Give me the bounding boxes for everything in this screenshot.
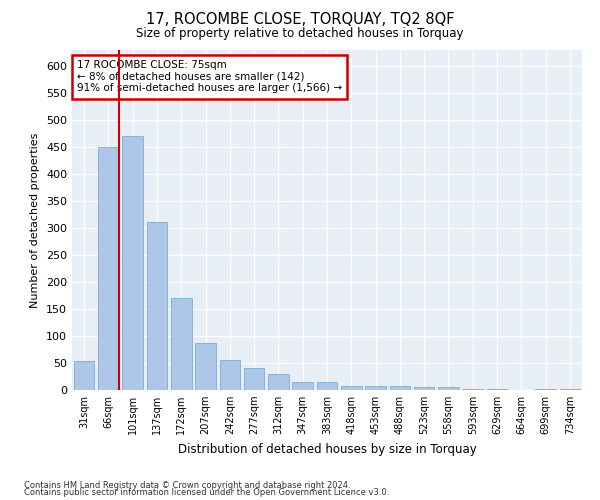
Bar <box>463 389 483 390</box>
Bar <box>292 382 313 390</box>
Bar <box>389 386 410 390</box>
Text: Contains public sector information licensed under the Open Government Licence v3: Contains public sector information licen… <box>24 488 389 497</box>
Text: Contains HM Land Registry data © Crown copyright and database right 2024.: Contains HM Land Registry data © Crown c… <box>24 480 350 490</box>
Bar <box>341 386 362 390</box>
Bar <box>195 343 216 390</box>
Text: Size of property relative to detached houses in Torquay: Size of property relative to detached ho… <box>136 28 464 40</box>
Bar <box>268 374 289 390</box>
Bar <box>220 360 240 390</box>
Text: 17 ROCOMBE CLOSE: 75sqm
← 8% of detached houses are smaller (142)
91% of semi-de: 17 ROCOMBE CLOSE: 75sqm ← 8% of detached… <box>77 60 342 94</box>
Bar <box>98 147 119 390</box>
Bar <box>244 368 265 390</box>
Bar <box>365 386 386 390</box>
Text: 17, ROCOMBE CLOSE, TORQUAY, TQ2 8QF: 17, ROCOMBE CLOSE, TORQUAY, TQ2 8QF <box>146 12 454 28</box>
Y-axis label: Number of detached properties: Number of detached properties <box>31 132 40 308</box>
Bar <box>560 389 580 390</box>
Bar <box>438 388 459 390</box>
Bar <box>146 222 167 390</box>
Bar <box>171 298 191 390</box>
Bar <box>122 136 143 390</box>
X-axis label: Distribution of detached houses by size in Torquay: Distribution of detached houses by size … <box>178 442 476 456</box>
Bar <box>414 388 434 390</box>
Bar <box>74 362 94 390</box>
Bar <box>317 382 337 390</box>
